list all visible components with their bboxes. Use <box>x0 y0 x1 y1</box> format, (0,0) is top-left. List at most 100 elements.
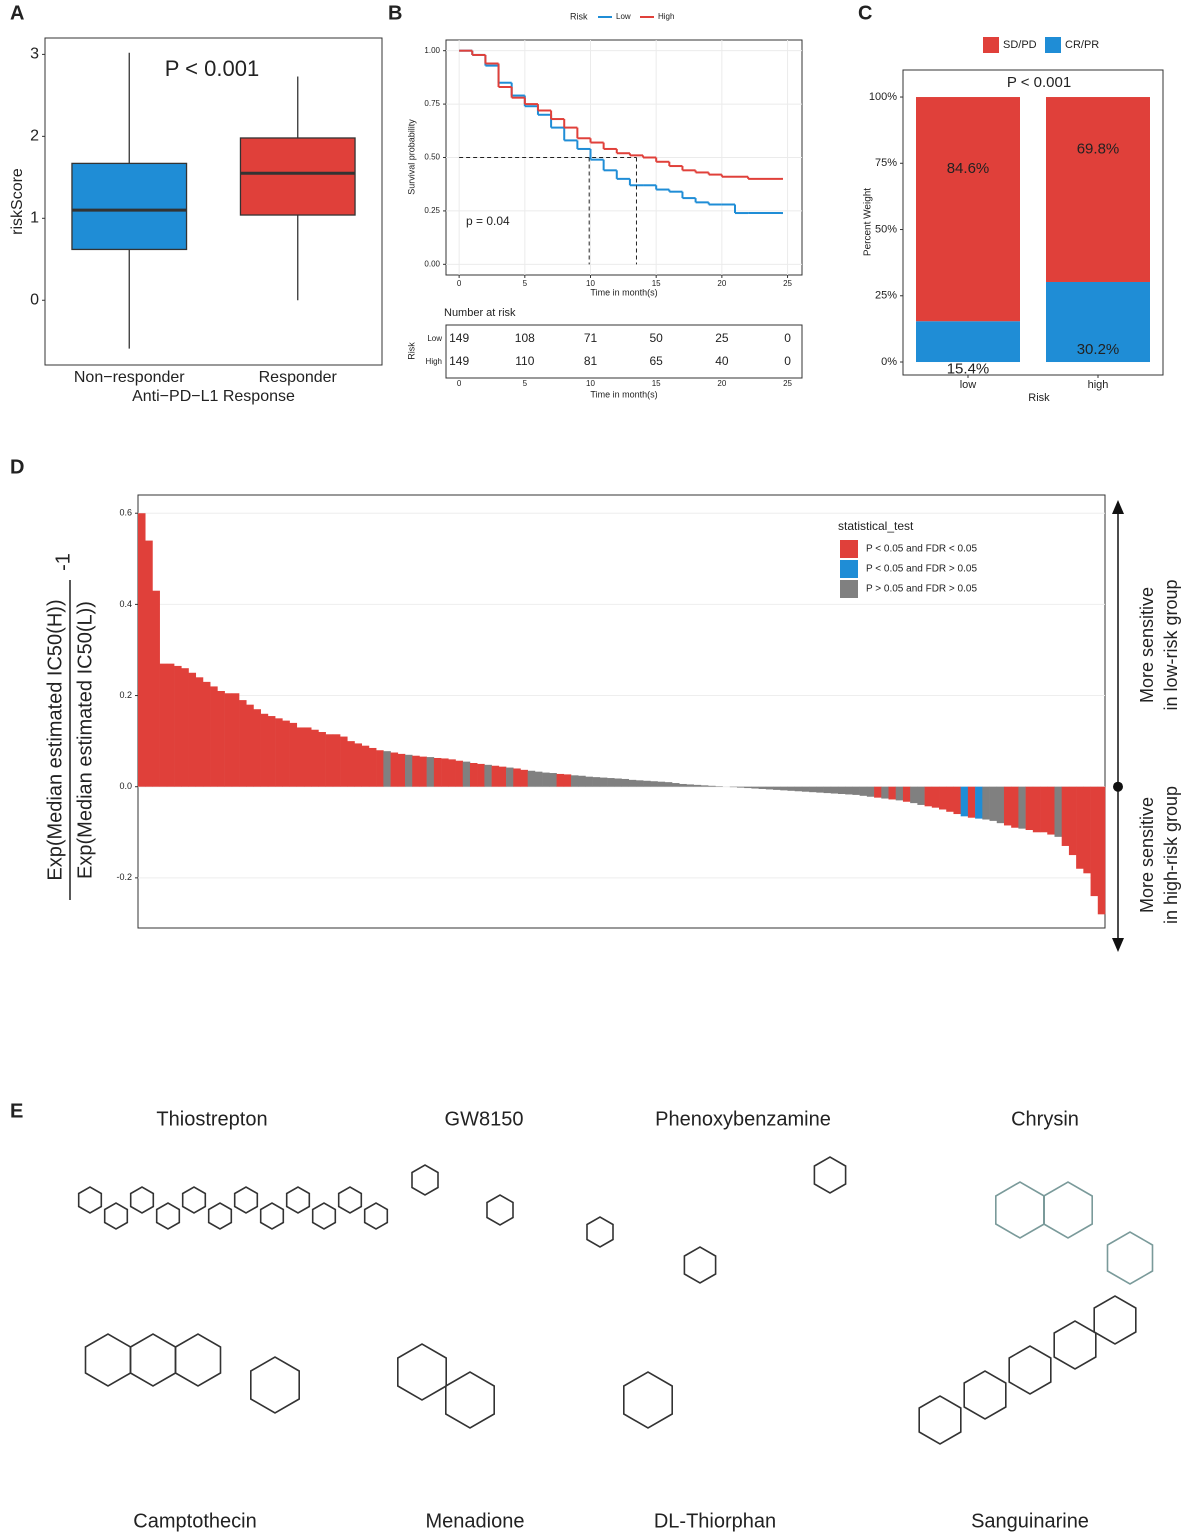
bar <box>527 770 536 787</box>
bar <box>1054 786 1063 837</box>
arrow-head <box>1112 500 1124 514</box>
x-axis-label: Anti−PD−L1 Response <box>132 388 295 405</box>
legend-label: CR/PR <box>1065 39 1099 51</box>
table-y-axis-label: Risk <box>406 342 416 360</box>
bar <box>975 786 983 819</box>
x-tick-label: Responder <box>259 369 338 386</box>
bar <box>693 784 702 787</box>
annotation: P < 0.001 <box>165 56 259 81</box>
bar <box>549 773 557 787</box>
bar <box>650 781 658 787</box>
table-value: 108 <box>515 331 535 345</box>
bar <box>368 747 377 787</box>
bar <box>231 693 240 787</box>
ring <box>174 1333 222 1387</box>
bar <box>174 665 182 787</box>
bar <box>426 757 435 787</box>
bar <box>419 756 427 787</box>
ring <box>285 1186 311 1214</box>
x-tick-label: 15 <box>652 279 661 288</box>
ring <box>207 1202 233 1230</box>
bar <box>924 786 933 807</box>
y-tick-label: 1 <box>30 210 39 227</box>
y-tick-label: 25% <box>875 290 897 302</box>
bar <box>643 780 651 787</box>
side-label: in high-risk group <box>1161 786 1181 924</box>
box <box>239 137 356 216</box>
bar <box>607 778 615 787</box>
bar <box>448 759 456 787</box>
bar <box>260 713 269 787</box>
bar <box>773 786 781 790</box>
bar-segment <box>1046 97 1150 282</box>
bar <box>441 758 449 787</box>
bar <box>534 771 543 787</box>
bar <box>744 786 752 789</box>
ring <box>103 1202 129 1230</box>
bar <box>498 766 507 787</box>
bar <box>405 754 413 787</box>
bar <box>621 778 630 787</box>
bar <box>325 734 334 787</box>
panel-label: A <box>10 2 24 24</box>
legend-title: Risk <box>570 11 588 21</box>
ring <box>1093 1295 1137 1345</box>
bar <box>484 764 492 787</box>
bar <box>188 672 197 787</box>
bar <box>946 786 954 812</box>
data-label: 84.6% <box>947 160 990 177</box>
bar-segment <box>916 321 1020 363</box>
bar <box>758 786 767 789</box>
x-tick-label: 20 <box>717 279 726 288</box>
bar <box>275 718 283 787</box>
table-x-tick-label: 5 <box>523 379 528 388</box>
bar <box>354 743 363 787</box>
bar <box>953 786 961 815</box>
y-axis-label: riskScore <box>9 168 26 235</box>
bar <box>895 786 904 801</box>
bar <box>1090 786 1099 897</box>
bar <box>809 786 817 793</box>
table-x-axis-label: Time in month(s) <box>590 389 657 399</box>
ring <box>250 1356 300 1414</box>
bar <box>383 751 391 787</box>
bar <box>664 782 673 787</box>
x-axis-label: Risk <box>1028 392 1050 404</box>
ring <box>77 1186 103 1214</box>
table-value: 81 <box>584 354 598 368</box>
bar <box>332 734 341 787</box>
bar <box>152 590 160 787</box>
legend-swatch <box>1045 37 1061 53</box>
bar <box>917 786 925 805</box>
bar <box>787 786 795 791</box>
bar <box>585 776 593 787</box>
panel-label: C <box>858 2 872 24</box>
bar <box>217 690 225 787</box>
bar <box>1083 786 1091 874</box>
bar <box>412 755 420 787</box>
bar-segment <box>916 97 1020 322</box>
legend-title: statistical_test <box>838 519 914 533</box>
y-tick-label: 1.00 <box>424 46 440 55</box>
bar <box>462 761 471 787</box>
bar <box>1032 786 1041 833</box>
ring <box>813 1156 847 1194</box>
bar <box>347 741 355 787</box>
bar <box>939 786 947 810</box>
bar <box>628 779 637 787</box>
bar <box>910 786 918 804</box>
bar-segment <box>1046 281 1150 363</box>
bar <box>282 720 290 787</box>
legend-swatch <box>840 540 858 558</box>
y-tick-label: 0.6 <box>119 508 132 518</box>
bar <box>159 663 168 787</box>
table-frame <box>445 324 803 379</box>
y-axis-label: Percent Weight <box>863 188 874 256</box>
x-tick-label: 10 <box>586 279 595 288</box>
table-x-tick-label: 25 <box>783 379 792 388</box>
bar <box>296 727 305 787</box>
table-value: 149 <box>449 331 469 345</box>
bar <box>967 786 976 818</box>
table-value: 149 <box>449 354 469 368</box>
bar <box>520 769 528 787</box>
